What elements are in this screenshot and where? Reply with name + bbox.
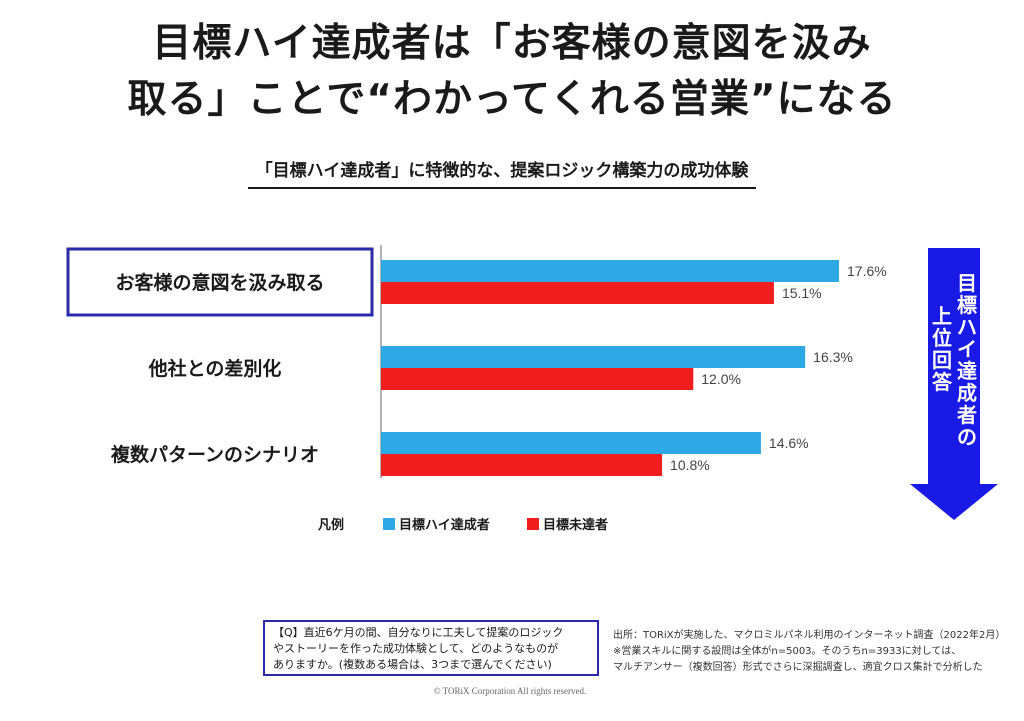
data-labels: 17.6% 15.1% 16.3% 12.0% 14.6% 10.8% — [670, 263, 887, 473]
legend-swatch — [527, 518, 539, 530]
bar-non-achiever — [381, 282, 774, 304]
arrow-label-char: 答 — [932, 370, 953, 394]
category-label: 複数パターンのシナリオ — [110, 443, 319, 466]
value-label: 16.3% — [813, 349, 853, 365]
category-label: 他社との差別化 — [148, 357, 282, 380]
chart-subtitle-wrap: 「目標ハイ達成者」に特徴的な、提案ロジック構築力の成功体験 — [150, 156, 854, 189]
arrow-label-char: 者 — [956, 403, 977, 427]
question-line: やストーリーを作った成功体験として、どのようなものが — [273, 642, 559, 655]
value-label: 10.8% — [670, 457, 710, 473]
arrow-down-shape — [910, 248, 998, 520]
question-line: ありますか。(複数ある場合は、3つまで選んでください) — [273, 658, 552, 671]
legend-title: 凡例 — [318, 517, 344, 533]
question-box: 【Q】直近6ケ月の間、自分なりに工夫して提案のロジック やストーリーを作った成功… — [263, 620, 599, 676]
bar-high-achiever — [381, 432, 761, 454]
legend: 凡例 目標ハイ達成者 目標未達者 — [318, 517, 608, 533]
source-line: 出所：TORiXが実施した、マクロミルパネル利用のインターネット調査（2022年… — [613, 630, 1006, 641]
arrow-label-char: 達 — [957, 359, 977, 383]
chart-subtitle: 「目標ハイ達成者」に特徴的な、提案ロジック構築力の成功体験 — [247, 156, 757, 189]
legend-label: 目標ハイ達成者 — [399, 517, 490, 533]
page-title: 目標ハイ達成者は「お客様の意図を汲み 取る」ことで“わかってくれる営業”になる — [30, 16, 994, 128]
bar-non-achiever — [381, 368, 694, 390]
bar-non-achiever — [381, 454, 663, 476]
arrow-label-char: の — [957, 425, 977, 449]
title-line-2: 取る」ことで“わかってくれる営業”になる — [127, 77, 897, 122]
category-label: お客様の意図を汲み取る — [115, 271, 324, 294]
copyright: © TORiX Corporation All rights reserved. — [433, 686, 587, 696]
source-note: 出所：TORiXが実施した、マクロミルパネル利用のインターネット調査（2022年… — [613, 628, 1018, 676]
value-label: 12.0% — [701, 371, 741, 387]
arrow-label-char: イ — [957, 337, 977, 361]
arrow-label-char: 回 — [932, 348, 952, 372]
legend-label: 目標未達者 — [543, 517, 608, 533]
arrow-label-char: 位 — [932, 326, 952, 350]
highlight-box — [66, 247, 374, 317]
legend-swatch — [383, 518, 395, 530]
source-line: ※営業スキルに関する設問は全体がn=5003。そのうちn=3933に対しては、 — [613, 646, 962, 657]
bar-high-achiever — [381, 346, 806, 368]
value-label: 14.6% — [769, 435, 809, 451]
bar-high-achiever — [381, 260, 839, 282]
title-line-1: 目標ハイ達成者は「お客様の意図を汲み — [152, 21, 872, 66]
arrow-label-char: 標 — [957, 293, 977, 317]
value-label: 15.1% — [782, 285, 822, 301]
arrow-label-char: 目 — [957, 271, 977, 295]
bars — [381, 260, 839, 476]
question-line: 【Q】直近6ケ月の間、自分なりに工夫して提案のロジック — [273, 626, 564, 639]
arrow-label-char: 成 — [957, 381, 977, 405]
arrow-label-char: ハ — [957, 315, 977, 339]
arrow-label-char: 上 — [932, 304, 952, 328]
value-label: 17.6% — [847, 263, 887, 279]
source-line: マルチアンサー（複数回答）形式でさらに深掘調査し、適宜クロス集計で分析した — [613, 662, 983, 673]
